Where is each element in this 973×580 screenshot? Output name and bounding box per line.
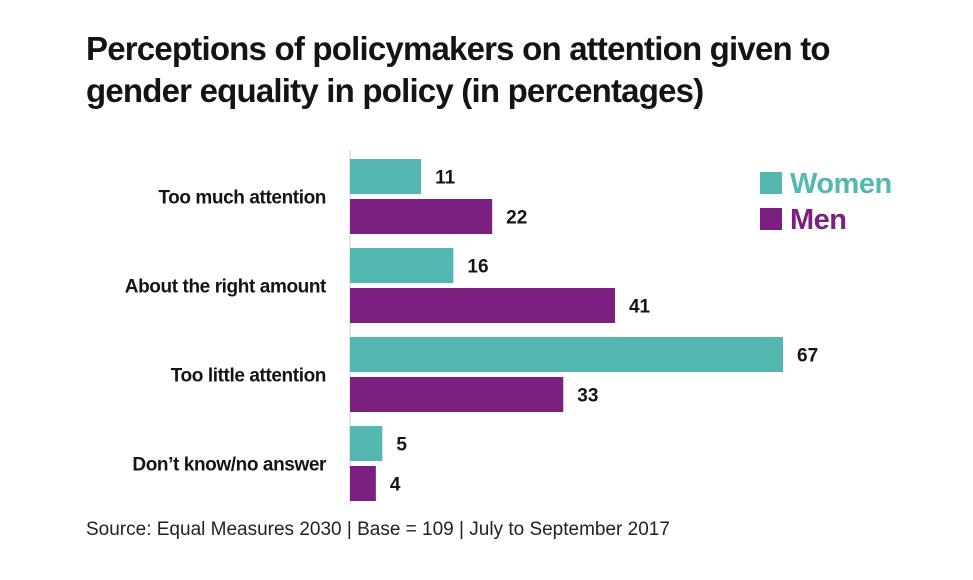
data-label-women-about-the-right-amount: 16 — [467, 257, 488, 278]
bar-women-too-much-attention — [350, 159, 422, 194]
category-label-don-t-know-no-answer: Don’t know/no answer — [132, 455, 327, 476]
category-label-too-much-attention: Too much attention — [158, 188, 326, 209]
legend-swatch-men — [760, 208, 782, 230]
legend-label-men: Men — [790, 204, 847, 236]
bar-men-about-the-right-amount — [350, 288, 615, 323]
bar-men-too-much-attention — [350, 199, 493, 234]
bar-women-too-little-attention — [350, 337, 783, 372]
data-label-men-too-much-attention: 22 — [506, 208, 527, 229]
bar-men-too-little-attention — [350, 377, 564, 412]
data-label-men-don-t-know-no-answer: 4 — [390, 475, 401, 496]
legend-swatch-women — [760, 172, 782, 194]
source-note: Source: Equal Measures 2030 | Base = 109… — [86, 519, 670, 540]
bar-men-don-t-know-no-answer — [350, 466, 376, 501]
category-label-too-little-attention: Too little attention — [171, 366, 326, 387]
bar-women-about-the-right-amount — [350, 248, 454, 283]
data-label-men-too-little-attention: 33 — [577, 386, 598, 407]
data-label-women-too-little-attention: 67 — [797, 346, 818, 367]
chart-title: Perceptions of policymakers on attention… — [86, 30, 831, 109]
data-label-men-about-the-right-amount: 41 — [629, 297, 651, 318]
data-label-women-too-much-attention: 11 — [435, 168, 456, 189]
bar-women-don-t-know-no-answer — [350, 426, 383, 461]
data-label-women-don-t-know-no-answer: 5 — [396, 435, 407, 456]
legend-label-women: Women — [790, 168, 892, 200]
category-label-about-the-right-amount: About the right amount — [125, 277, 327, 298]
